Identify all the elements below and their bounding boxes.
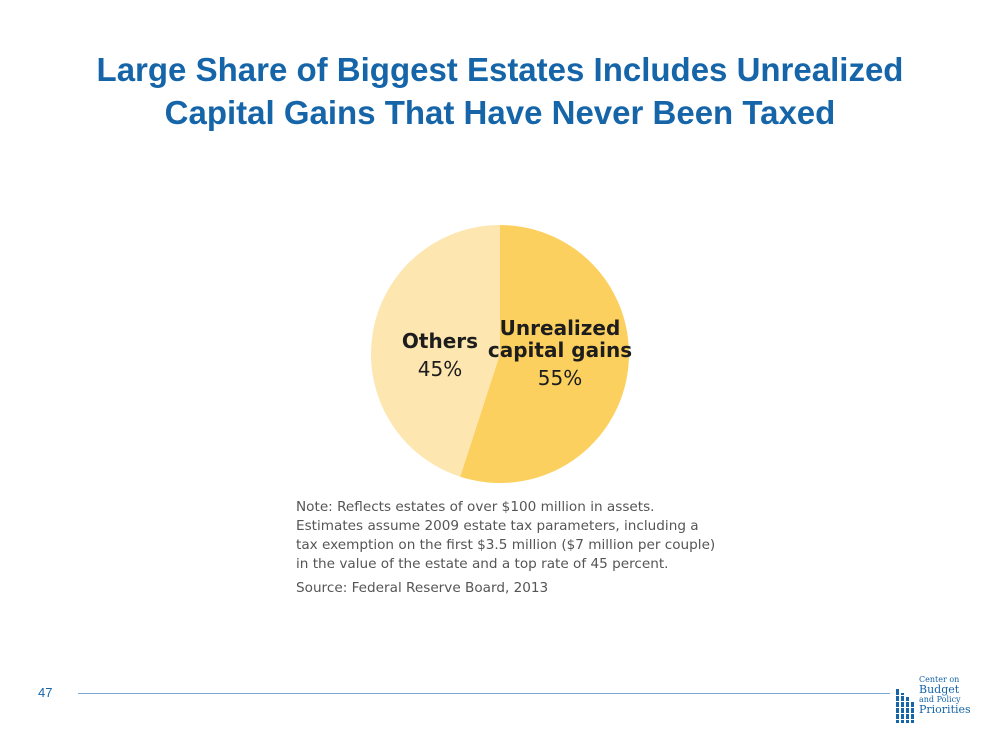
logo-line-1: Center on [919,675,960,684]
cbpp-logo: Center on Budget and Policy Priorities [895,675,973,735]
logo-line-3: and Policy [919,695,961,704]
slice-label-unrealized-capital-gains-line-2: capital gains [488,338,632,362]
logo-line-2: Budget [919,683,960,696]
slice-value-others: 45% [418,357,462,381]
chart-note: Note: Reflects estates of over $100 mill… [296,498,766,598]
source-line: Source: Federal Reserve Board, 2013 [296,580,549,596]
pie-slice-unrealized-capital-gains [460,225,629,483]
title-line-1: Large Share of Biggest Estates Includes … [96,51,904,88]
pie-slice-others [370,225,500,477]
note-line-1: Note: Reflects estates of over $100 mill… [296,499,655,515]
logo-line-4: Priorities [919,703,971,716]
note-line-3: tax exemption on the first $3.5 million … [296,537,716,553]
logo-text: Center on Budget and Policy Priorities [919,675,979,715]
slice-value-unrealized-capital-gains: 55% [538,366,582,390]
note-line-4: in the value of the estate and a top rat… [296,556,669,572]
title-line-2: Capital Gains That Have Never Been Taxed [164,94,836,131]
slide-title: Large Share of Biggest Estates Includes … [50,48,950,134]
slice-label-unrealized-capital-gains-line-1: Unrealized [500,316,621,340]
building-icon [896,689,914,723]
note-line-2: Estimates assume 2009 estate tax paramet… [296,518,699,534]
page-number: 47 [38,685,53,700]
slice-label-others-line-1: Others [402,329,478,353]
footer-rule [78,693,890,694]
